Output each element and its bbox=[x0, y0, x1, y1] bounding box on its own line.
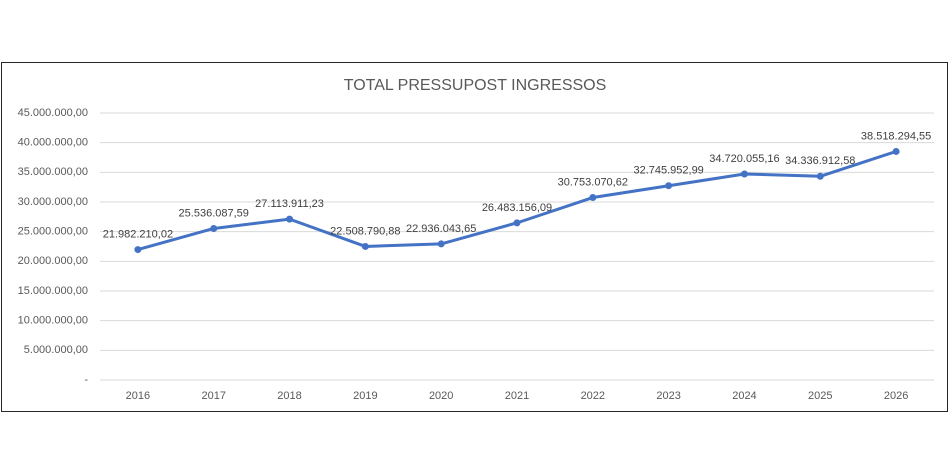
data-label: 34.720.055,16 bbox=[709, 153, 779, 165]
x-tick-label: 2023 bbox=[656, 390, 680, 402]
data-label: 21.982.210,02 bbox=[103, 228, 173, 240]
y-tick-label: 20.000.000,00 bbox=[18, 255, 88, 267]
data-point bbox=[892, 147, 900, 155]
data-label: 26.483.156,09 bbox=[482, 202, 552, 214]
data-label: 34.336.912,58 bbox=[785, 155, 855, 167]
data-label: 22.936.043,65 bbox=[406, 223, 476, 235]
data-point bbox=[589, 194, 597, 202]
y-tick-label: 25.000.000,00 bbox=[18, 226, 88, 238]
y-tick-label: 40.000.000,00 bbox=[18, 137, 88, 149]
y-tick-label: 5.000.000,00 bbox=[24, 344, 88, 356]
data-label: 30.753.070,62 bbox=[558, 176, 628, 188]
data-point bbox=[740, 170, 748, 178]
y-tick-label: 15.000.000,00 bbox=[18, 285, 88, 297]
x-tick-label: 2020 bbox=[429, 390, 453, 402]
y-tick-label: 45.000.000,00 bbox=[18, 107, 88, 119]
x-tick-label: 2018 bbox=[277, 390, 301, 402]
data-point bbox=[513, 219, 521, 227]
x-tick-label: 2022 bbox=[581, 390, 605, 402]
y-tick-label: 30.000.000,00 bbox=[18, 196, 88, 208]
data-label: 27.113.911,23 bbox=[255, 198, 324, 210]
x-tick-label: 2021 bbox=[505, 390, 529, 402]
data-point bbox=[286, 215, 294, 223]
y-tick-label: - bbox=[84, 374, 88, 386]
x-tick-label: 2016 bbox=[126, 390, 150, 402]
data-point bbox=[134, 246, 142, 254]
data-point bbox=[361, 242, 369, 250]
chart-title: TOTAL PRESSUPOST INGRESSOS bbox=[344, 77, 607, 94]
y-tick-label: 35.000.000,00 bbox=[18, 166, 88, 178]
data-label: 38.518.294,55 bbox=[861, 130, 931, 142]
y-tick-label: 10.000.000,00 bbox=[18, 315, 88, 327]
data-label: 22.508.790,88 bbox=[330, 225, 400, 237]
data-point bbox=[210, 224, 218, 232]
data-point bbox=[665, 182, 673, 190]
x-tick-label: 2017 bbox=[201, 390, 225, 402]
chart-frame bbox=[1, 62, 948, 412]
x-tick-label: 2024 bbox=[732, 390, 756, 402]
data-label: 25.536.087,59 bbox=[179, 207, 249, 219]
data-label: 32.745.952,99 bbox=[633, 165, 703, 177]
data-point bbox=[437, 240, 445, 248]
x-tick-label: 2019 bbox=[353, 390, 377, 402]
x-tick-label: 2025 bbox=[808, 390, 832, 402]
data-point bbox=[816, 172, 824, 180]
x-tick-label: 2026 bbox=[884, 390, 908, 402]
